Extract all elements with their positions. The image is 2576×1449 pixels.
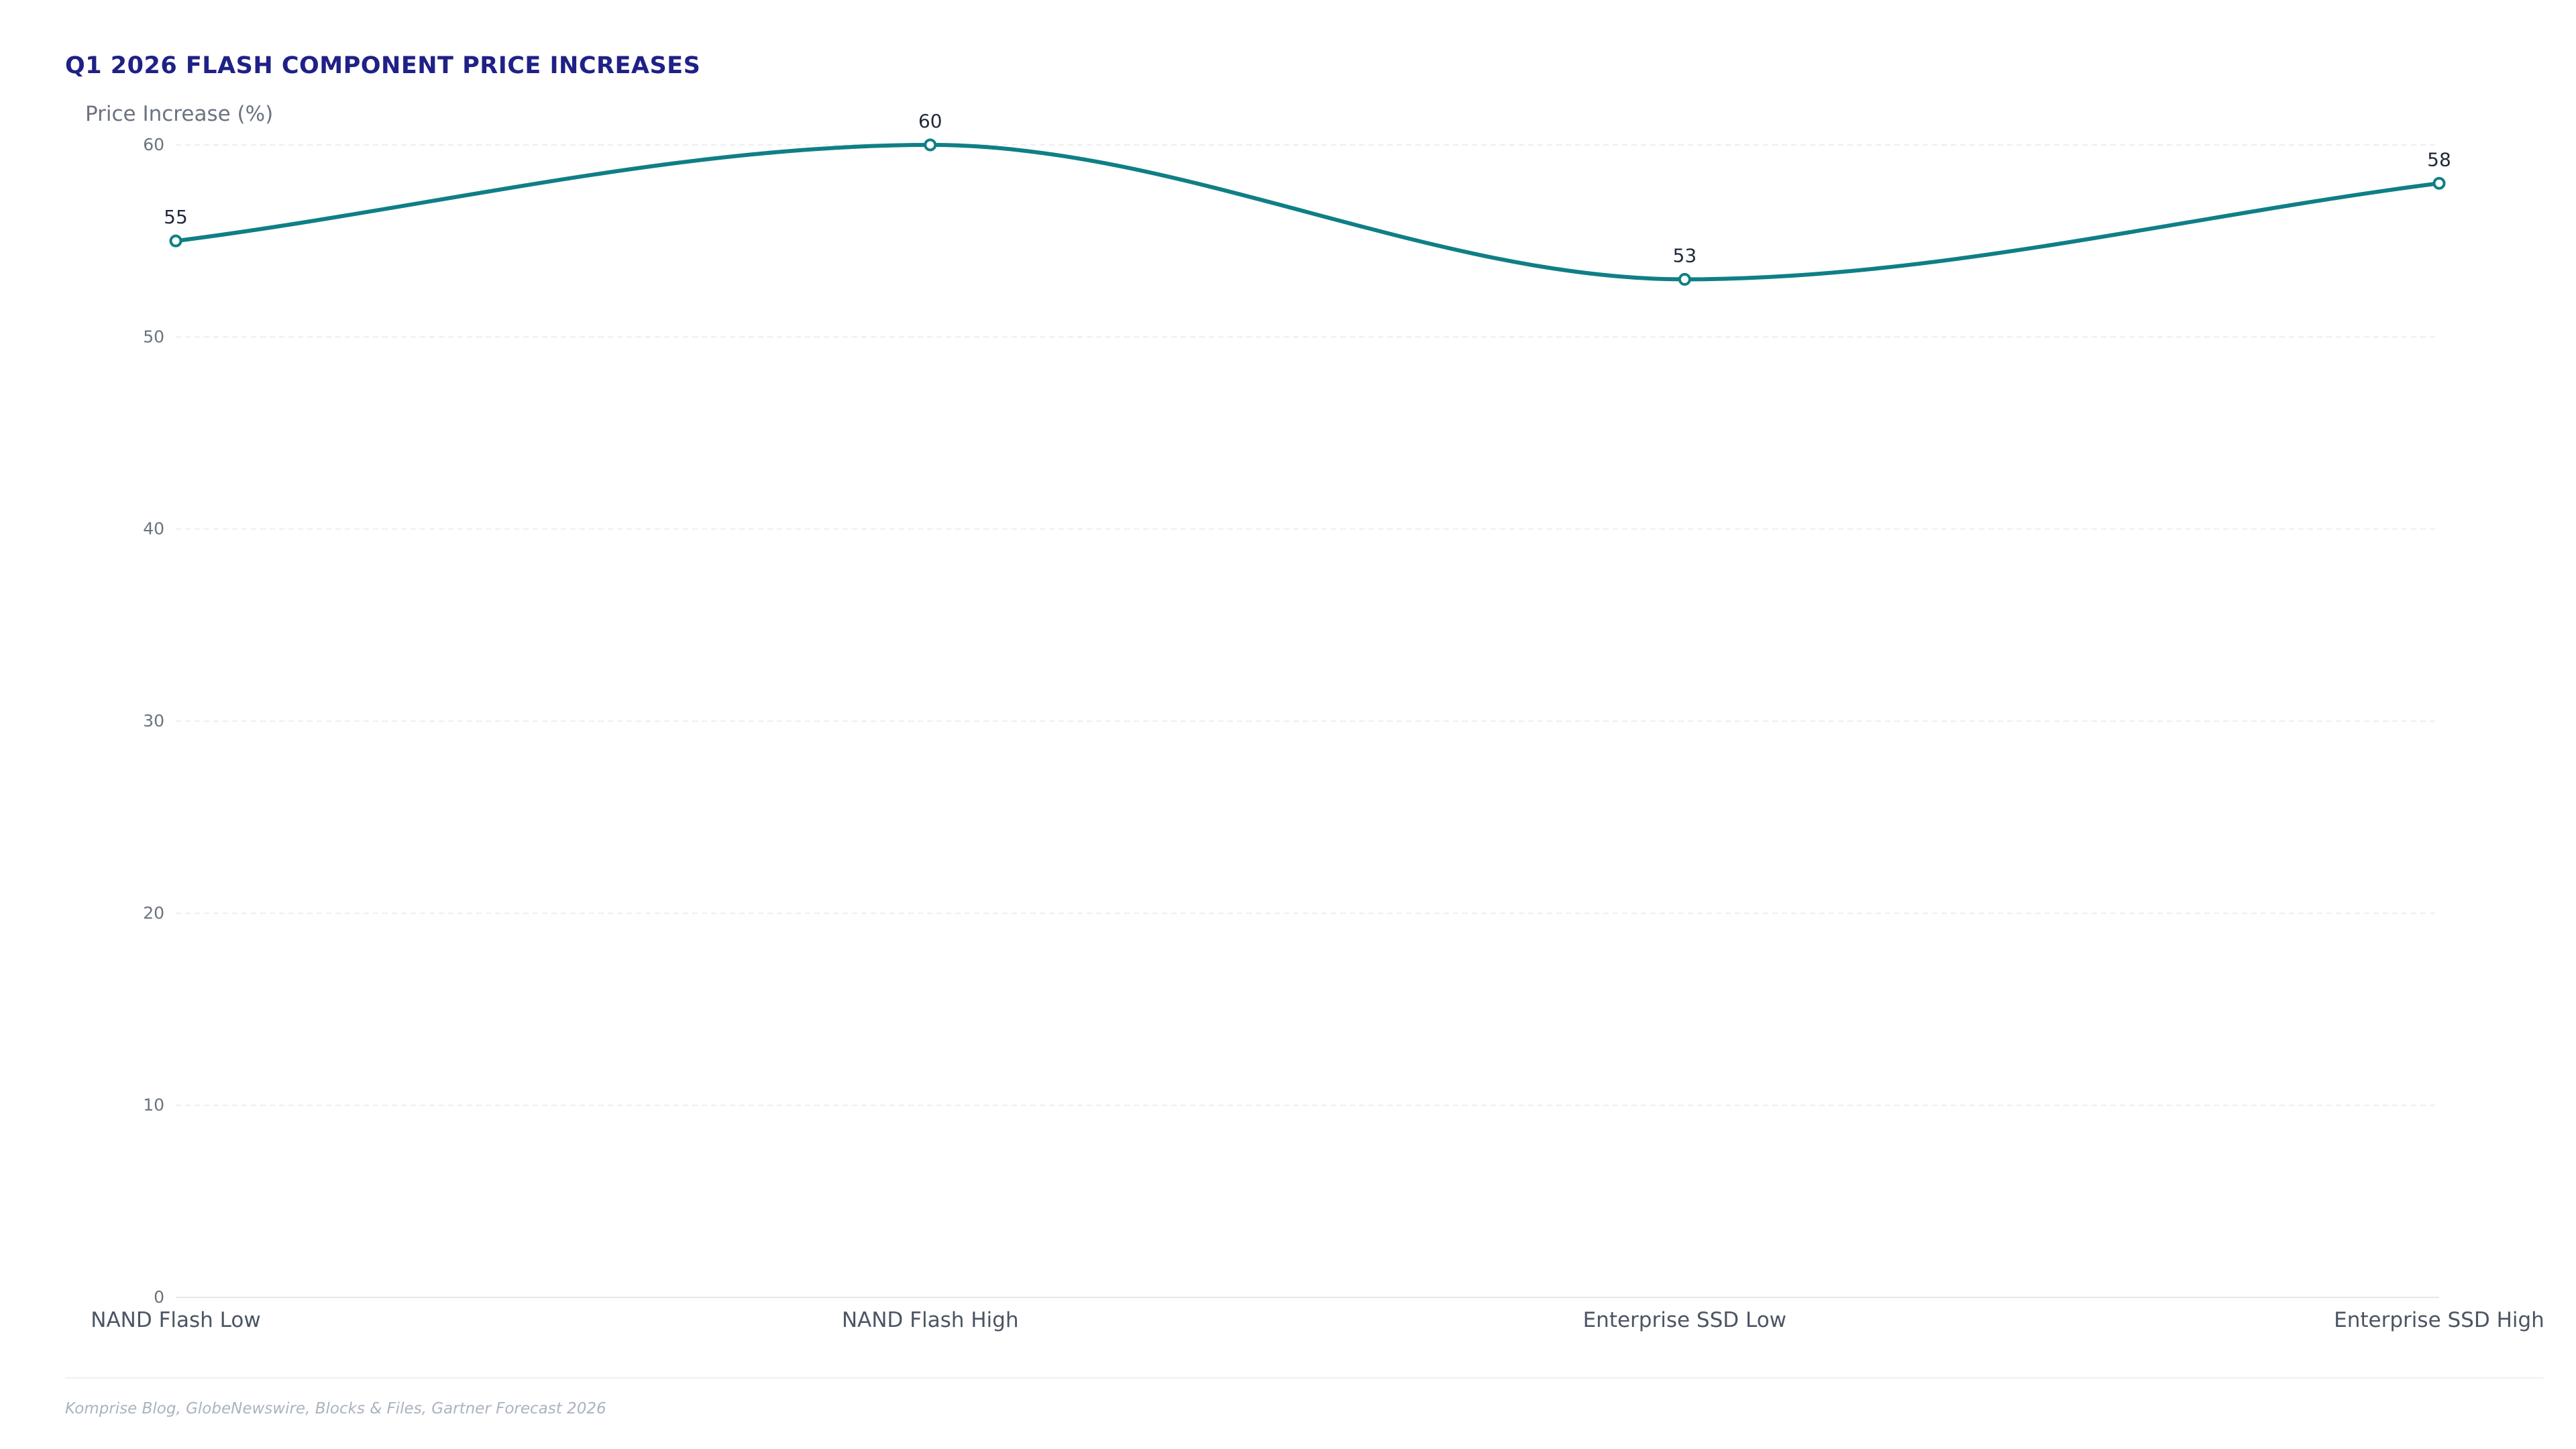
data-label: 60 xyxy=(918,110,943,132)
y-tick-label: 40 xyxy=(143,519,164,539)
footer-divider xyxy=(65,1377,2544,1379)
y-tick-label: 50 xyxy=(143,327,164,346)
y-tick-label: 60 xyxy=(143,135,164,154)
data-label: 53 xyxy=(1673,244,1697,266)
y-axis-tick-labels: 0 10 20 30 40 50 60 xyxy=(143,135,164,1307)
x-tick-label: NAND Flash High xyxy=(842,1308,1019,1332)
y-tick-label: 10 xyxy=(143,1095,164,1115)
y-axis-label: Price Increase (%) xyxy=(85,102,273,126)
y-tick-label: 0 xyxy=(154,1287,164,1307)
x-tick-label: NAND Flash Low xyxy=(91,1308,260,1332)
x-tick-label: Enterprise SSD High xyxy=(2334,1308,2544,1332)
x-tick-label: Enterprise SSD Low xyxy=(1583,1308,1786,1332)
data-point xyxy=(169,234,182,248)
y-tick-label: 30 xyxy=(143,711,164,731)
data-point xyxy=(924,138,937,152)
data-labels: 55 60 53 58 xyxy=(164,110,2451,266)
series-line xyxy=(174,143,2441,282)
source-note: Komprise Blog, GlobeNewswire, Blocks & F… xyxy=(65,1400,606,1417)
gridlines xyxy=(176,144,2439,1298)
data-point xyxy=(1678,272,1691,286)
data-label: 55 xyxy=(164,206,188,228)
chart-title: Q1 2026 FLASH COMPONENT PRICE INCREASES xyxy=(65,52,701,79)
data-point xyxy=(2432,176,2446,190)
y-tick-label: 20 xyxy=(143,903,164,922)
data-series xyxy=(169,138,2446,286)
data-label: 58 xyxy=(2427,148,2451,170)
x-axis-tick-labels: NAND Flash Low NAND Flash High Enterprise … xyxy=(91,1308,2544,1332)
